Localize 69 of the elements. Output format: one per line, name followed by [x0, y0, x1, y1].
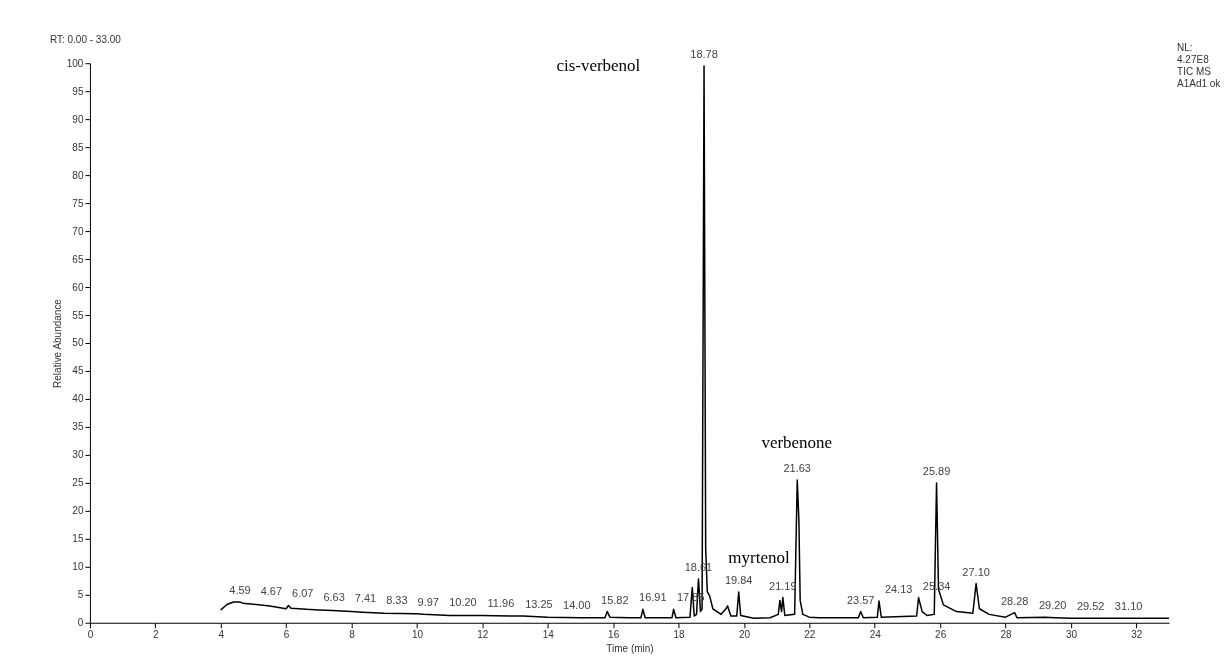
annotation: 28.28 — [1000, 594, 1029, 607]
annotation: verbenone — [761, 433, 833, 453]
x-tick-label: 12 — [477, 629, 489, 641]
y-tick-label: 50 — [72, 337, 84, 349]
y-tick-label: 70 — [72, 225, 84, 237]
x-tick-label: 4 — [218, 629, 225, 641]
annotation: myrtenol — [728, 548, 790, 568]
annotation: 25.89 — [922, 464, 951, 477]
y-tick-label: 10 — [72, 561, 84, 573]
annotation: 29.52 — [1076, 599, 1105, 612]
annotation: 27.10 — [962, 565, 990, 578]
x-tick-label: 28 — [1000, 629, 1013, 641]
text: NL: 4.27E8 TIC MS A1Ad1 ok — [1177, 42, 1221, 90]
annotation: 7.41 — [354, 592, 377, 605]
x-tick-label: 20 — [738, 629, 751, 641]
annotation: 8.33 — [386, 594, 408, 607]
y-axis-title: Relative Abundance — [51, 298, 63, 388]
x-axis-title: Time (min) — [606, 643, 654, 655]
annotation: cis-verbenol — [556, 56, 641, 76]
x-tick-label: 2 — [153, 629, 160, 641]
annotation: 10.20 — [449, 596, 477, 609]
annotation: 23.57 — [846, 593, 875, 606]
x-tick-label: 22 — [804, 629, 816, 641]
annotation: 11.96 — [487, 597, 515, 610]
y-tick-label: 100 — [66, 57, 84, 69]
y-tick-label: 15 — [72, 533, 84, 545]
annotation: 4.59 — [229, 584, 251, 597]
x-tick-label: 6 — [283, 629, 290, 641]
x-tick-label: 8 — [349, 629, 356, 641]
y-tick-label: 20 — [72, 505, 84, 517]
y-tick-label: 40 — [72, 393, 84, 405]
annotation: 21.63 — [783, 462, 811, 475]
y-tick-label: 95 — [72, 85, 84, 97]
annotation: 18.78 — [690, 48, 718, 61]
annotation: 13.25 — [525, 598, 553, 611]
annotation: 15.82 — [601, 593, 629, 606]
annotation: 6.63 — [323, 591, 345, 604]
annotation: 19.84 — [724, 573, 753, 586]
x-tick-label: 26 — [935, 629, 947, 641]
annotation: 4.67 — [260, 585, 283, 598]
y-tick-label: 35 — [72, 421, 84, 433]
annotation: 24.13 — [884, 582, 913, 595]
annotation: 14.00 — [563, 599, 591, 612]
y-tick-label: 60 — [72, 281, 84, 293]
x-tick-label: 18 — [673, 629, 686, 641]
annotation: 9.97 — [417, 595, 439, 608]
y-tick-label: 45 — [72, 365, 84, 377]
y-tick-label: 85 — [72, 141, 84, 153]
y-tick-label: 75 — [72, 197, 84, 209]
y-tick-label: 80 — [72, 169, 84, 181]
y-tick-label: 25 — [72, 477, 84, 489]
text: RT: 0.00 - 33.00 — [49, 34, 122, 46]
y-tick-label: 65 — [72, 253, 84, 265]
x-tick-label: 30 — [1065, 629, 1078, 641]
y-tick-label: 90 — [72, 113, 84, 125]
annotation: 16.91 — [639, 591, 667, 604]
x-tick-label: 16 — [608, 629, 620, 641]
y-tick-label: 5 — [77, 589, 84, 601]
x-tick-label: 32 — [1131, 629, 1143, 641]
x-tick-label: 14 — [542, 629, 555, 641]
annotation: 29.20 — [1038, 599, 1067, 612]
x-tick-label: 10 — [411, 629, 424, 641]
annotation: 6.07 — [292, 587, 314, 600]
x-tick-label: 0 — [87, 629, 94, 641]
y-tick-label: 0 — [77, 617, 84, 629]
x-tick-label: 24 — [869, 629, 882, 641]
y-tick-label: 30 — [72, 449, 84, 461]
y-tick-label: 55 — [72, 309, 84, 321]
annotation: 31.10 — [1114, 600, 1143, 613]
